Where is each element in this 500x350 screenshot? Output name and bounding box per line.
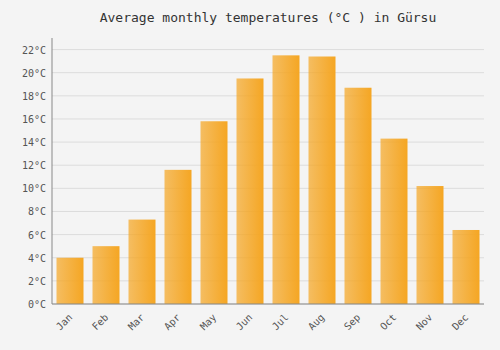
x-tick-label: Oct bbox=[378, 312, 399, 333]
x-tick-label: May bbox=[198, 312, 219, 333]
background bbox=[0, 0, 500, 350]
bar bbox=[129, 220, 156, 304]
grid-line bbox=[52, 118, 484, 119]
x-tick-label: Nov bbox=[414, 312, 435, 333]
bar bbox=[453, 230, 480, 304]
y-tick-label: 6°C bbox=[28, 230, 46, 241]
x-tick-label: Feb bbox=[90, 312, 111, 333]
x-tick-label: Sep bbox=[342, 312, 363, 333]
bar bbox=[345, 88, 372, 304]
y-tick-label: 4°C bbox=[28, 253, 46, 264]
y-tick-label: 14°C bbox=[22, 137, 46, 148]
y-tick-label: 2°C bbox=[28, 276, 46, 287]
y-tick-label: 18°C bbox=[22, 91, 46, 102]
y-tick-label: 22°C bbox=[22, 45, 46, 56]
x-tick-label: Mar bbox=[126, 312, 147, 333]
bar bbox=[381, 139, 408, 304]
bar bbox=[237, 78, 264, 304]
grid-line bbox=[52, 95, 484, 96]
x-tick-label: Jan bbox=[54, 312, 75, 333]
bar bbox=[165, 170, 192, 304]
bar bbox=[309, 57, 336, 304]
title: Average monthly temperatures (°C ) in Gü… bbox=[100, 10, 437, 25]
x-tick-label: Apr bbox=[162, 312, 183, 333]
y-tick-label: 16°C bbox=[22, 114, 46, 125]
grid-line bbox=[52, 49, 484, 50]
x-tick-label: Dec bbox=[450, 312, 471, 333]
bar bbox=[201, 121, 228, 304]
grid-line bbox=[52, 72, 484, 73]
y-tick-label: 20°C bbox=[22, 68, 46, 79]
y-tick-label: 0°C bbox=[28, 299, 46, 310]
y-axis bbox=[52, 38, 53, 304]
grid-line bbox=[52, 142, 484, 143]
x-tick-label: Jul bbox=[270, 312, 291, 333]
chart: Average monthly temperatures (°C ) in Gü… bbox=[0, 0, 500, 350]
bars bbox=[57, 55, 480, 304]
x-axis bbox=[52, 304, 484, 305]
bar bbox=[273, 55, 300, 304]
grid bbox=[52, 50, 484, 304]
x-tick-label: Aug bbox=[306, 312, 327, 333]
bar bbox=[417, 186, 444, 304]
y-tick-label: 10°C bbox=[22, 183, 46, 194]
y-tick-label: 8°C bbox=[28, 206, 46, 217]
bar bbox=[57, 258, 84, 304]
bar bbox=[93, 246, 120, 304]
grid-line bbox=[52, 304, 484, 305]
x-tick-label: Jun bbox=[234, 312, 255, 333]
y-tick-label: 12°C bbox=[22, 160, 46, 171]
grid-line bbox=[52, 165, 484, 166]
